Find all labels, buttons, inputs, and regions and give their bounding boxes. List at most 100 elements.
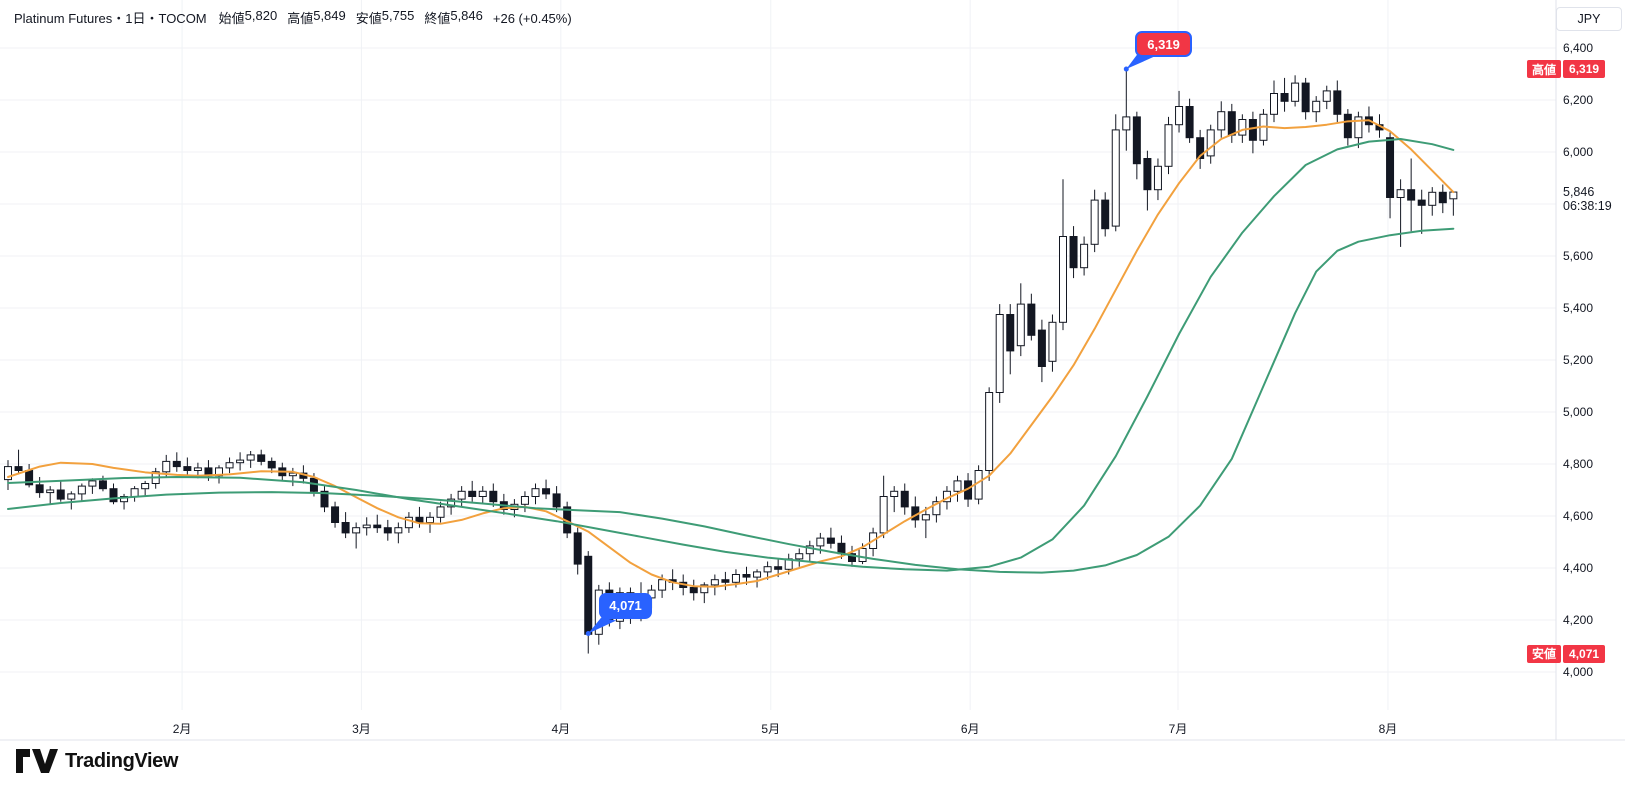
candle-down (1027, 303, 1036, 336)
candle-down (109, 488, 118, 503)
candle-down (489, 490, 498, 503)
price-axis[interactable]: 6,400 6,200 6,000 5,600 5,400 5,200 5,000 4,800… (1556, 0, 1625, 740)
candle-down (172, 460, 181, 468)
candle-down (573, 532, 582, 565)
time-axis-label: 6月 (960, 722, 980, 736)
candle-up (120, 496, 129, 503)
candle-down (373, 524, 382, 529)
candle-down (1006, 314, 1015, 352)
price-axis-label: 5,000 (1563, 405, 1594, 419)
candle-up (1354, 116, 1363, 139)
candle-down (552, 493, 561, 508)
candle-up (1016, 303, 1025, 347)
candle-up (1396, 189, 1405, 198)
price-axis-label: 5,200 (1563, 353, 1594, 367)
candle-up (1449, 191, 1458, 200)
candle-up (77, 485, 86, 495)
candle-down (331, 506, 340, 523)
candle-up (352, 527, 361, 534)
candle-up (193, 467, 202, 471)
candle-up (1270, 93, 1278, 115)
last-price-countdown: 06:38:19 (1563, 199, 1612, 214)
high-badge-value: 6,319 (1563, 60, 1606, 79)
candle-up (1175, 106, 1184, 126)
price-axis-label: 6,000 (1563, 145, 1594, 159)
high-badge: 高値 6,319 (1527, 60, 1606, 79)
price-axis-label: 4,800 (1563, 457, 1594, 471)
candle-down (1417, 199, 1426, 206)
candle-up (362, 524, 371, 529)
candle-up (932, 501, 941, 516)
candle-up (1164, 124, 1173, 167)
candle-up (1206, 129, 1215, 157)
high-price-callout[interactable]: 6,319 (1135, 31, 1192, 58)
candle-up (246, 454, 255, 461)
candle-down (1248, 119, 1257, 141)
candle-down (468, 490, 477, 497)
symbol-header: Platinum Futures・1日・TOCOM 始値 5,820 高値 5,849… (14, 8, 572, 27)
candle-up (700, 584, 709, 594)
candle-down (320, 490, 329, 508)
price-axis-label: 4,600 (1563, 509, 1594, 523)
candle-up (1122, 116, 1131, 131)
candle-up (447, 498, 456, 508)
tradingview-logo[interactable]: TradingView (16, 749, 178, 773)
candle-down (1101, 199, 1110, 230)
candle-up (921, 514, 930, 521)
candle-down (1386, 137, 1395, 198)
ohlc-close-value: 5,846 (450, 8, 483, 23)
candle-down (721, 579, 730, 583)
candle-up (710, 579, 719, 586)
low-price-callout[interactable]: 4,071 (599, 592, 652, 619)
candle-down (837, 542, 846, 555)
symbol-title[interactable]: Platinum Futures・1日・TOCOM (14, 11, 207, 26)
candle-down (1037, 329, 1046, 368)
time-axis-label: 2月 (172, 722, 192, 736)
candle-down (1143, 158, 1152, 191)
candle-up (1048, 321, 1057, 362)
candle-down (848, 553, 856, 563)
low-callout-tail (588, 617, 617, 634)
time-axis-label: 5月 (761, 722, 781, 736)
candle-up (478, 490, 487, 497)
candle-up (1153, 165, 1162, 191)
change-value: +26 (+0.45%) (492, 11, 572, 26)
candle-down (542, 488, 551, 495)
candle-up (394, 527, 403, 534)
candle-up (985, 392, 994, 471)
candle-down (1196, 137, 1205, 159)
candle-down (341, 522, 350, 534)
candle-up (1059, 236, 1067, 323)
ohlc-low-value: 5,755 (381, 8, 415, 23)
candle-down (900, 490, 909, 508)
price-axis-label: 4,000 (1563, 665, 1594, 679)
tradingview-logo-icon (16, 749, 58, 773)
candle-up (1428, 191, 1437, 206)
ohlc-close-label: 終値 (424, 11, 451, 26)
price-axis-label: 5,600 (1563, 249, 1594, 263)
ohlc-open-value: 5,820 (244, 8, 278, 23)
candle-up (88, 480, 97, 487)
candle-down (1280, 93, 1289, 102)
candle-down (56, 489, 65, 500)
time-axis[interactable]: 2月 3月 4月 5月 6月 7月 8月 (0, 712, 1556, 740)
price-axis-label: 6,200 (1563, 93, 1594, 107)
candle-up (404, 516, 413, 529)
candle-up (1322, 90, 1331, 102)
candle-down (1301, 82, 1310, 113)
candle-up (658, 579, 667, 591)
candle-up (520, 496, 529, 505)
ohlc-high-label: 高値 (287, 11, 314, 26)
ohlc-close: 終値 5,846 (424, 8, 483, 27)
candle-up (1080, 243, 1089, 269)
candle-down (826, 537, 835, 544)
candle-up (162, 460, 171, 473)
high-anchor-dot (1123, 66, 1129, 72)
candle-down (1132, 116, 1141, 165)
price-axis-label: 4,400 (1563, 561, 1594, 575)
candle-up (288, 472, 297, 477)
price-axis-label: 4,200 (1563, 613, 1594, 627)
candle-down (383, 527, 392, 534)
currency-button[interactable]: JPY (1556, 7, 1622, 31)
